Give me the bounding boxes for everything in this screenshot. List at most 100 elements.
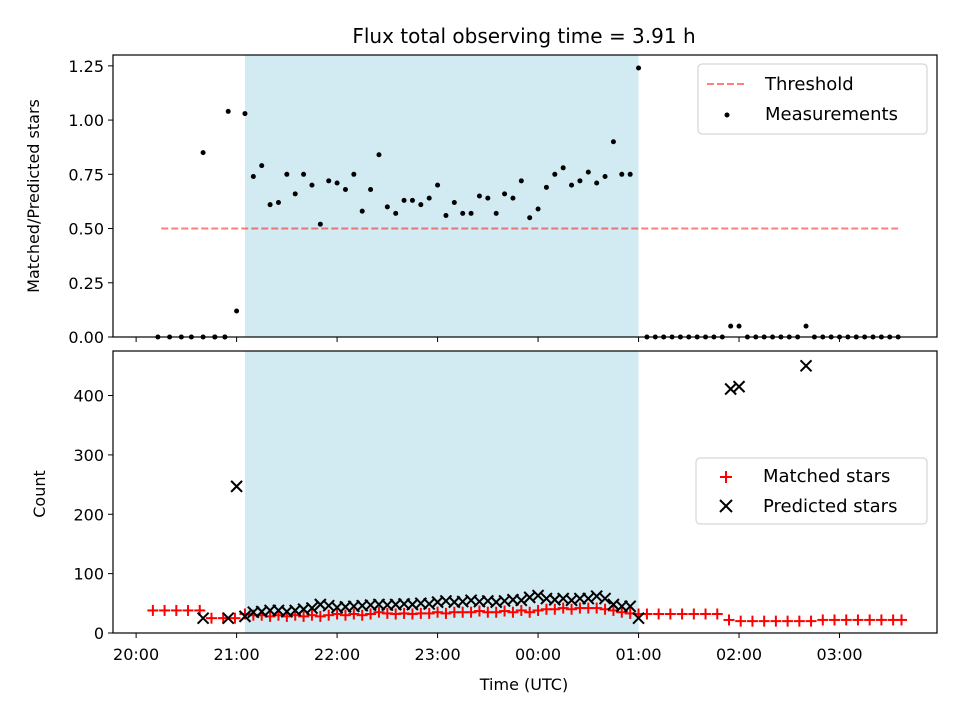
predicted-star-mark-b <box>548 593 562 606</box>
measurement-point <box>602 173 608 179</box>
measurement-point <box>610 139 616 145</box>
matched-star-point <box>653 608 665 620</box>
predicted-star-mark-b <box>422 597 436 611</box>
matched-star-point <box>229 612 241 624</box>
measurement-point <box>460 210 466 216</box>
measurement-point <box>552 171 558 177</box>
measurement-point <box>543 184 549 190</box>
matched-star-point <box>566 603 578 615</box>
predicted-star-mark-b <box>305 601 319 615</box>
measurement-point <box>393 210 399 216</box>
x-axis-label: Time (UTC) <box>479 675 568 694</box>
matched-star-point <box>314 610 326 622</box>
measurement-point <box>368 186 374 192</box>
measurement-point <box>292 191 298 197</box>
matched-star-point <box>549 603 561 615</box>
measurement-point <box>569 182 575 188</box>
x-tick-label: 22:00 <box>314 645 360 664</box>
measurement-point <box>527 215 533 221</box>
matched-star-point <box>852 614 864 626</box>
matched-star-point <box>465 606 477 618</box>
measurement-point <box>627 171 633 177</box>
measurement-point <box>468 210 474 216</box>
predicted-stars-points <box>196 359 813 625</box>
matched-star-point <box>331 608 343 620</box>
matched-star-point <box>159 604 171 616</box>
measurement-point <box>234 308 240 314</box>
count-x-ticks: 20:00 21:00 22:00 23:00 00:00 01:00 02:00 03:00 <box>113 633 863 664</box>
matched-star-point <box>147 604 159 616</box>
predicted-star-mark-b <box>247 606 260 619</box>
measurement-point <box>384 204 390 210</box>
matched-star-point <box>499 605 511 617</box>
predicted-star-mark-b <box>347 600 361 613</box>
legend-matched-label: Matched stars <box>763 466 890 487</box>
matched-star-point <box>373 606 385 618</box>
measurement-point <box>510 195 516 201</box>
ratio-x-ticks <box>135 337 841 342</box>
ratio-y-ticks: 0.00 0.25 0.50 0.75 1.00 1.25 <box>68 57 113 347</box>
y-tick-label: 0.00 <box>68 328 104 347</box>
count-panel: 0 100 200 300 400 20:00 21:00 22:00 23:00 00:00 0… <box>30 350 938 694</box>
predicted-star-mark-b <box>515 594 528 607</box>
matched-star-point <box>735 615 747 627</box>
y-tick-label: 0.75 <box>68 165 104 184</box>
measurement-point <box>493 210 499 216</box>
measurement-point <box>418 202 424 208</box>
count-legend-box <box>695 457 928 525</box>
matched-star-point <box>817 614 829 626</box>
predicted-star-mark-b <box>389 598 402 611</box>
predicted-star-mark-b <box>724 382 737 396</box>
matched-star-point <box>895 614 907 626</box>
predicted-star-mark-b <box>255 605 268 618</box>
predicted-star-mark-b <box>230 480 243 493</box>
predicted-star-mark-b <box>582 592 595 605</box>
predicted-star-mark-b <box>732 380 746 393</box>
measurement-point <box>619 171 625 177</box>
y-tick-label: 0 <box>94 624 104 643</box>
predicted-star-mark-b <box>498 594 511 608</box>
predicted-star-point <box>732 380 746 393</box>
x-tick-label: 01:00 <box>615 645 661 664</box>
legend-predicted-label: Predicted stars <box>763 496 897 517</box>
matched-star-point <box>532 604 544 616</box>
measurement-point <box>443 213 449 219</box>
predicted-star-mark-b <box>473 595 486 608</box>
predicted-star-mark-b <box>330 601 344 614</box>
predicted-star-mark-b <box>489 595 503 609</box>
x-tick-label: 23:00 <box>415 645 461 664</box>
y-tick-label: 400 <box>73 387 104 406</box>
predicted-star-point <box>623 600 637 613</box>
measurement-point <box>409 197 415 203</box>
y-tick-label: 1.25 <box>68 57 104 76</box>
measurement-point <box>401 197 407 203</box>
predicted-star-mark-b <box>431 595 444 609</box>
predicted-star-mark-b <box>523 591 536 604</box>
ratio-y-axis-label: Matched/Predicted stars <box>24 99 43 293</box>
predicted-star-mark-b <box>339 600 352 614</box>
predicted-star-mark-b <box>456 595 469 608</box>
measurement-point <box>426 195 432 201</box>
matched-star-point <box>507 606 519 618</box>
measurement-point <box>577 178 583 184</box>
measurement-point <box>275 200 281 206</box>
measurement-point <box>259 163 265 169</box>
x-tick-label: 00:00 <box>515 645 561 664</box>
predicted-star-mark-b <box>799 359 813 373</box>
matched-star-point <box>676 608 688 620</box>
matched-star-point <box>664 608 676 620</box>
matched-star-point <box>864 614 876 626</box>
measurement-point <box>284 171 290 177</box>
measurement-point <box>435 182 441 188</box>
x-tick-label: 21:00 <box>214 645 260 664</box>
measurement-point <box>359 208 365 214</box>
ratio-legend-box <box>697 63 928 135</box>
predicted-star-point <box>799 359 813 373</box>
measurement-point <box>309 182 315 188</box>
measurement-point <box>317 221 323 227</box>
measurement-point <box>803 323 809 329</box>
predicted-star-point <box>724 382 737 396</box>
count-panel-frame <box>112 350 938 634</box>
y-tick-label: 1.00 <box>68 111 104 130</box>
predicted-star-point <box>230 480 243 493</box>
